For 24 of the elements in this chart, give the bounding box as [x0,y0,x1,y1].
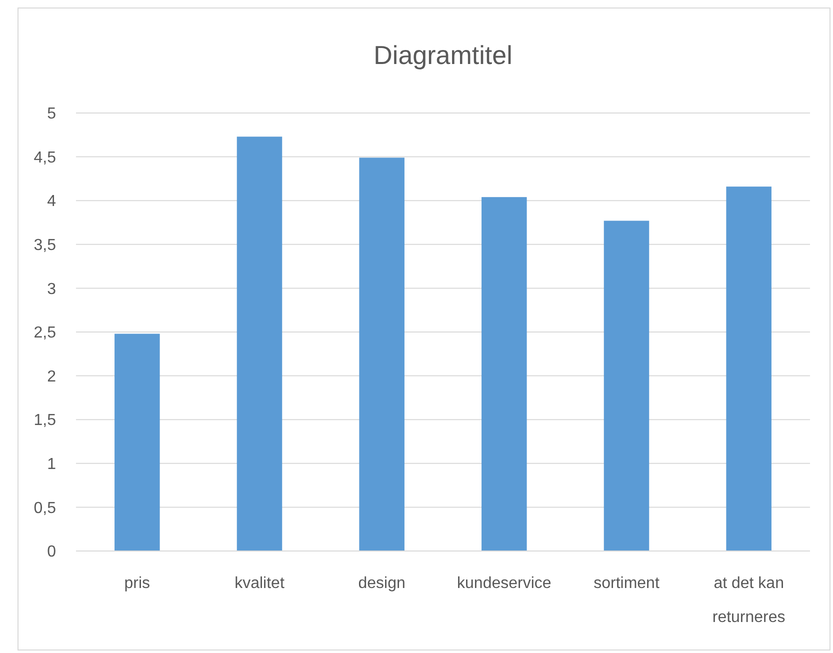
bar [236,136,282,551]
x-tick-label: kundeservice [457,575,552,592]
y-tick-label: 2 [47,368,56,386]
bar [114,334,160,551]
y-tick-label: 4,5 [34,149,56,166]
y-tick-label: 3,5 [34,237,56,254]
x-tick-label: sortiment [594,575,660,592]
bar [359,158,404,551]
y-tick-label: 0,5 [34,500,56,517]
bar [604,220,650,551]
y-tick-label: 4 [47,193,56,210]
bar [726,186,772,551]
y-tick-label: 1,5 [34,412,56,430]
x-tick-label: kvalitet [234,575,285,592]
y-tick-label: 0 [47,544,56,561]
x-tick-label: pris [124,575,150,592]
y-tick-label: 5 [47,106,56,123]
x-tick-label: at det kan returneres [712,575,786,626]
y-tick-label: 2,5 [34,324,56,342]
bar [482,197,527,551]
x-tick-label: design [358,575,406,592]
y-tick-label: 1 [47,456,56,473]
y-tick-label: 3 [47,280,56,298]
chart-title: Diagramtitel [374,40,512,70]
